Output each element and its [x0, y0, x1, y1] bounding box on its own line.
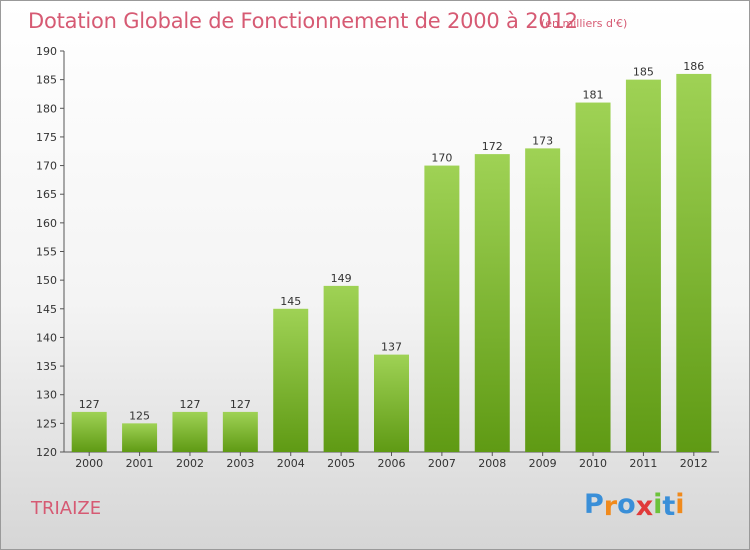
bar-2001	[122, 423, 158, 452]
x-tick-label-2006: 2006	[378, 457, 406, 470]
value-label-2009: 173	[532, 134, 553, 147]
bar-2010	[575, 102, 611, 453]
bar-2008	[474, 154, 510, 452]
x-tick-label-2008: 2008	[478, 457, 506, 470]
value-label-2001: 125	[129, 409, 150, 422]
bar-2000	[71, 411, 107, 452]
value-label-2004: 145	[280, 295, 301, 308]
y-tick-label: 130	[36, 389, 57, 402]
bar-2011	[625, 79, 661, 453]
commune-name: TRIAIZE	[31, 498, 102, 519]
y-tick-label: 180	[36, 102, 57, 115]
bar-2004	[273, 308, 309, 452]
chart-title: Dotation Globale de Fonctionnement de 20…	[28, 9, 578, 33]
proxiti-logo: Proxiti	[584, 489, 685, 522]
x-tick-label-2005: 2005	[327, 457, 355, 470]
logo-letter: x	[635, 491, 654, 522]
bar-2007	[424, 165, 460, 453]
bar-2012	[676, 73, 712, 453]
y-tick-label: 160	[36, 217, 57, 230]
logo-letter: P	[584, 489, 604, 520]
x-tick-label-2002: 2002	[176, 457, 204, 470]
x-tick-label-2012: 2012	[680, 457, 708, 470]
value-label-2007: 170	[431, 152, 452, 165]
x-tick-label-2011: 2011	[629, 457, 657, 470]
value-label-2000: 127	[79, 398, 100, 411]
value-label-2011: 185	[633, 66, 654, 79]
y-tick-label: 170	[36, 160, 57, 173]
logo-letter: r	[603, 491, 618, 522]
value-label-2005: 149	[331, 272, 352, 285]
bar-2003	[222, 411, 258, 452]
y-tick-label: 190	[36, 45, 57, 58]
y-tick-label: 175	[36, 131, 57, 144]
x-tick-label-2001: 2001	[126, 457, 154, 470]
y-tick-label: 150	[36, 274, 57, 287]
chart-subtitle: (en milliers d'€)	[541, 17, 628, 30]
logo-letter: o	[617, 489, 636, 520]
value-label-2003: 127	[230, 398, 251, 411]
value-labels: 127 125 127 127 145 149 137 170 172 173 181 185 186	[79, 60, 705, 422]
logo-letter: i	[675, 489, 685, 520]
axes: 120 125 130 135 140 145 150 155 160 165 170 175 180 1…	[36, 45, 719, 470]
value-label-2010: 181	[583, 89, 604, 102]
bar-2006	[374, 354, 409, 452]
y-tick-label: 185	[36, 74, 57, 87]
y-tick-label: 135	[36, 360, 57, 373]
bar-2002	[172, 411, 208, 452]
logo-letter: t	[662, 491, 676, 522]
x-tick-label-2004: 2004	[277, 457, 305, 470]
value-label-2002: 127	[179, 398, 200, 411]
x-tick-label-2010: 2010	[579, 457, 607, 470]
bar-2005	[323, 285, 359, 452]
y-tick-label: 155	[36, 246, 57, 259]
y-tick-label: 145	[36, 303, 57, 316]
y-tick-label: 125	[36, 417, 57, 430]
y-tick-label: 165	[36, 188, 57, 201]
value-label-2006: 137	[381, 341, 402, 354]
value-label-2012: 186	[683, 60, 704, 73]
value-label-2008: 172	[482, 140, 503, 153]
x-tick-label-2007: 2007	[428, 457, 456, 470]
bars	[71, 73, 712, 453]
x-tick-label-2000: 2000	[75, 457, 103, 470]
x-tick-label-2009: 2009	[529, 457, 557, 470]
y-tick-label: 120	[36, 446, 57, 459]
logo-letter: i	[653, 489, 663, 520]
y-tick-label: 140	[36, 331, 57, 344]
bar-2009	[525, 148, 561, 452]
x-tick-label-2003: 2003	[226, 457, 254, 470]
